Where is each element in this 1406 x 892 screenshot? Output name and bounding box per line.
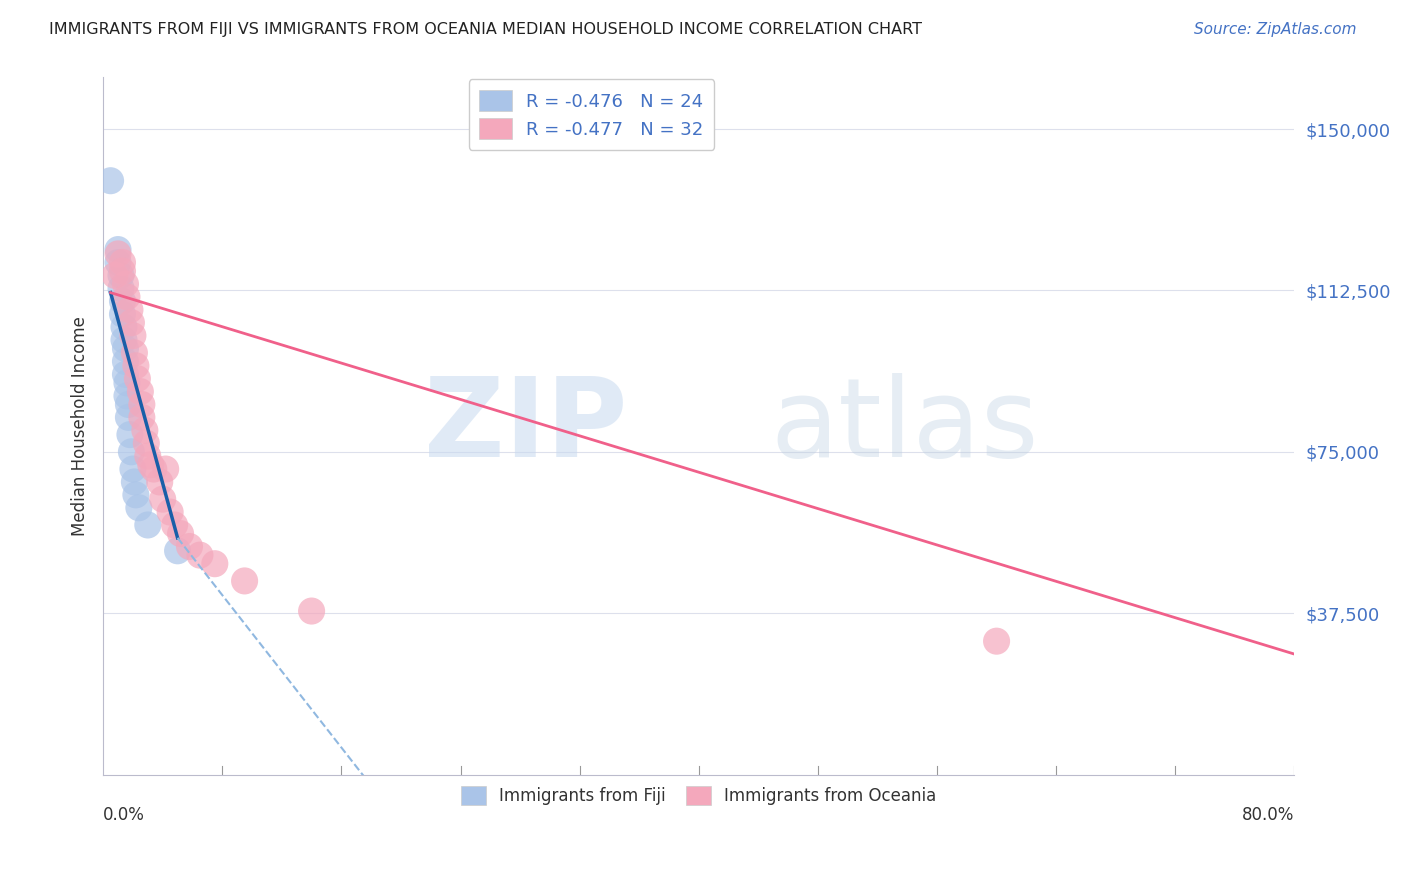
Point bbox=[129, 384, 152, 399]
Point bbox=[115, 389, 138, 403]
Point bbox=[104, 268, 127, 283]
Point bbox=[122, 328, 145, 343]
Point bbox=[163, 518, 186, 533]
Point bbox=[155, 462, 177, 476]
Point bbox=[115, 376, 138, 390]
Point bbox=[136, 518, 159, 533]
Point bbox=[188, 548, 211, 562]
Point bbox=[169, 526, 191, 541]
Point bbox=[120, 445, 142, 459]
Point bbox=[107, 247, 129, 261]
Point bbox=[120, 316, 142, 330]
Point bbox=[301, 604, 323, 618]
Point bbox=[204, 557, 226, 571]
Point bbox=[179, 540, 201, 554]
Text: ZIP: ZIP bbox=[423, 373, 627, 480]
Point bbox=[124, 475, 146, 489]
Point bbox=[136, 449, 159, 463]
Point bbox=[110, 268, 132, 283]
Point bbox=[166, 543, 188, 558]
Point bbox=[115, 290, 138, 304]
Point bbox=[159, 505, 181, 519]
Point bbox=[122, 462, 145, 476]
Point bbox=[986, 634, 1008, 648]
Point bbox=[111, 294, 134, 309]
Point bbox=[111, 307, 134, 321]
Text: atlas: atlas bbox=[770, 373, 1039, 480]
Point bbox=[233, 574, 256, 588]
Point bbox=[114, 342, 136, 356]
Text: 0.0%: 0.0% bbox=[103, 806, 145, 824]
Point bbox=[117, 397, 139, 411]
Point bbox=[142, 462, 165, 476]
Point bbox=[134, 423, 156, 437]
Point bbox=[135, 436, 157, 450]
Point bbox=[131, 397, 153, 411]
Point bbox=[114, 277, 136, 291]
Point bbox=[107, 255, 129, 269]
Point bbox=[139, 458, 162, 472]
Point bbox=[125, 488, 148, 502]
Point bbox=[125, 359, 148, 373]
Legend: Immigrants from Fiji, Immigrants from Oceania: Immigrants from Fiji, Immigrants from Oc… bbox=[451, 776, 946, 815]
Point bbox=[149, 475, 172, 489]
Point bbox=[114, 368, 136, 382]
Point bbox=[100, 174, 122, 188]
Text: Source: ZipAtlas.com: Source: ZipAtlas.com bbox=[1194, 22, 1357, 37]
Text: 80.0%: 80.0% bbox=[1241, 806, 1295, 824]
Y-axis label: Median Household Income: Median Household Income bbox=[72, 316, 89, 536]
Point bbox=[152, 492, 174, 507]
Point bbox=[107, 243, 129, 257]
Point bbox=[124, 346, 146, 360]
Point bbox=[127, 372, 149, 386]
Point bbox=[112, 320, 135, 334]
Point bbox=[131, 410, 153, 425]
Point bbox=[118, 427, 141, 442]
Text: IMMIGRANTS FROM FIJI VS IMMIGRANTS FROM OCEANIA MEDIAN HOUSEHOLD INCOME CORRELAT: IMMIGRANTS FROM FIJI VS IMMIGRANTS FROM … bbox=[49, 22, 922, 37]
Point bbox=[118, 302, 141, 317]
Point bbox=[117, 410, 139, 425]
Point bbox=[128, 500, 150, 515]
Point bbox=[111, 264, 134, 278]
Point bbox=[112, 333, 135, 347]
Point bbox=[110, 281, 132, 295]
Point bbox=[114, 354, 136, 368]
Point bbox=[111, 255, 134, 269]
